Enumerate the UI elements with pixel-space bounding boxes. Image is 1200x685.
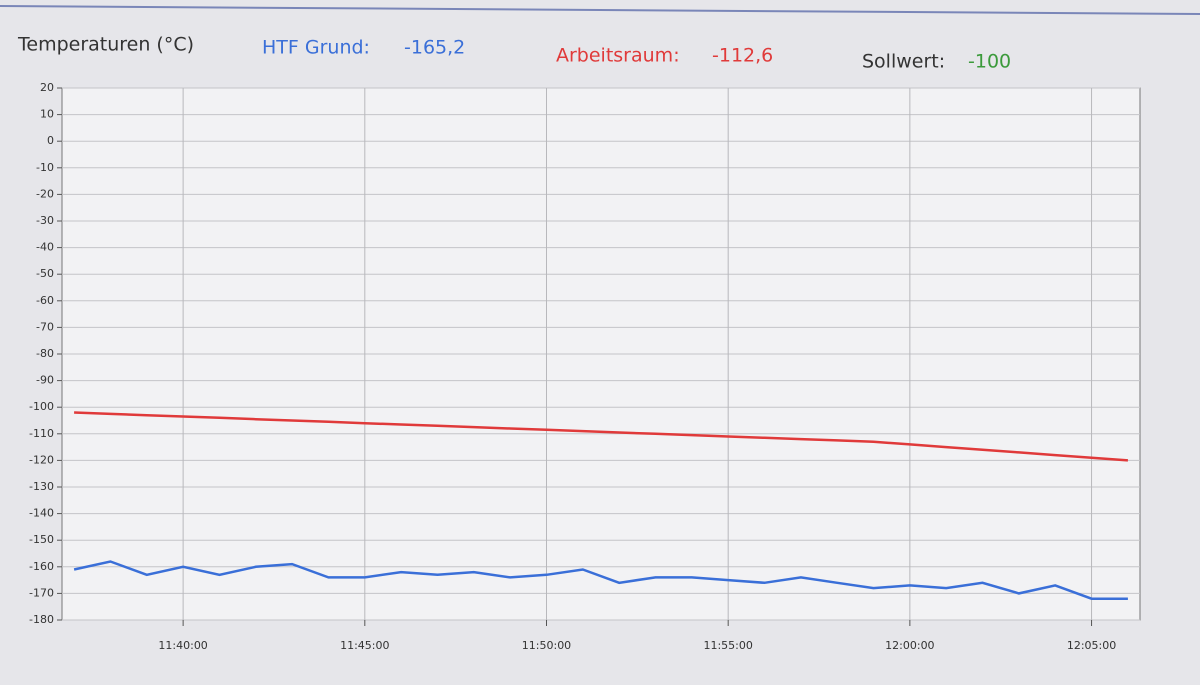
y-tick-label: 0 [47, 134, 54, 147]
x-tick-label: 11:40:00 [158, 639, 207, 652]
window-edge [0, 5, 1200, 15]
y-tick-label: -130 [29, 480, 54, 493]
y-tick-label: -180 [29, 613, 54, 626]
setpoint-label: Sollwert: [862, 51, 945, 73]
x-tick-label: 11:50:00 [522, 639, 571, 652]
y-tick-label: -70 [36, 320, 54, 333]
chart-title: Temperaturen (°C) [17, 34, 194, 56]
series-line [74, 411, 1128, 462]
legend-value: -165,2 [404, 37, 465, 59]
legend-label: HTF Grund: [262, 37, 370, 59]
y-tick-label: -10 [36, 161, 54, 174]
x-tick-label: 11:45:00 [340, 639, 389, 652]
y-tick-label: -80 [36, 347, 54, 360]
x-tick-label: 12:05:00 [1067, 639, 1116, 652]
y-tick-label: -170 [29, 586, 54, 599]
y-tick-label: -100 [29, 400, 54, 413]
y-tick-label: -90 [36, 374, 54, 387]
legend-value: -112,6 [712, 45, 773, 67]
y-tick-label: -50 [36, 267, 54, 280]
legend-label: Arbeitsraum: [556, 45, 680, 67]
y-tick-label: -20 [36, 187, 54, 200]
y-tick-label: -30 [36, 214, 54, 227]
setpoint-value: -100 [968, 51, 1011, 73]
y-tick-label: -150 [29, 533, 54, 546]
y-tick-label: -140 [29, 507, 54, 520]
y-tick-label: -120 [29, 453, 54, 466]
y-tick-label: -40 [36, 241, 54, 254]
y-tick-label: -160 [29, 560, 54, 573]
y-tick-label: -110 [29, 427, 54, 440]
y-tick-label: 20 [40, 81, 54, 94]
x-tick-label: 11:55:00 [703, 639, 752, 652]
series-line [73, 560, 1128, 600]
x-tick-label: 12:00:00 [885, 639, 934, 652]
y-tick-label: -60 [36, 294, 54, 307]
y-tick-label: 10 [40, 108, 54, 121]
